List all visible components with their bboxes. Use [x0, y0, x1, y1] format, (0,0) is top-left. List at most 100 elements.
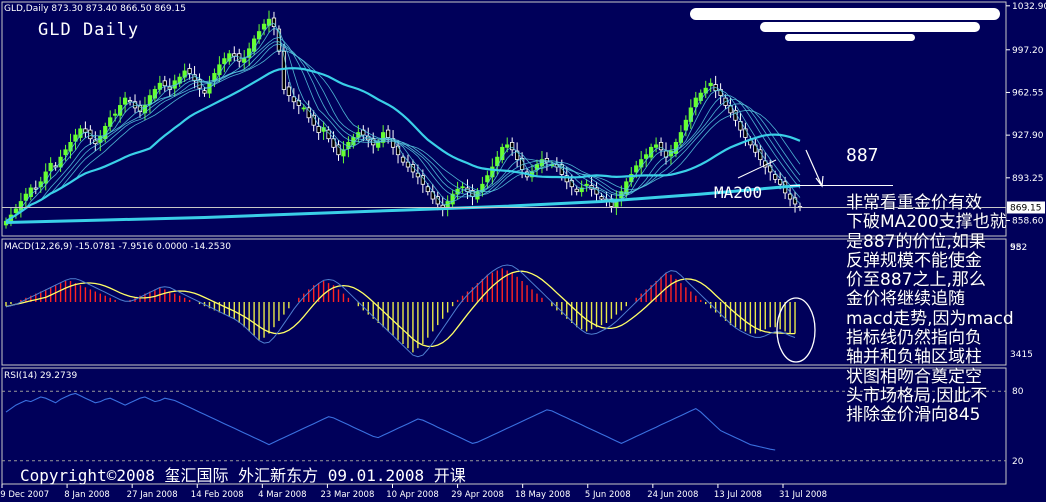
price-tick-label: 927.90 — [1012, 131, 1044, 141]
redaction-band-3 — [785, 34, 915, 41]
rsi-title: RSI(14) 29.2739 — [4, 371, 78, 381]
note-line: 非常看重金价有效 — [846, 193, 982, 213]
candle-body — [242, 58, 247, 63]
candle-body — [202, 90, 207, 94]
candle-body — [162, 80, 167, 87]
candle-body — [381, 132, 386, 143]
ma-ribbon — [5, 22, 801, 223]
candle-body — [792, 197, 798, 205]
candle-body — [281, 50, 287, 90]
candle-body — [73, 134, 78, 142]
candle-body — [505, 144, 510, 148]
x-tick-label: 29 Apr 2008 — [451, 490, 504, 500]
candle-body — [113, 113, 118, 116]
macd-signal-line — [5, 270, 795, 348]
ma-ribbon-line — [5, 27, 801, 222]
macd-line — [5, 264, 796, 358]
ma-ribbon-line — [5, 22, 801, 222]
chart-annotations — [737, 149, 893, 363]
x-tick-label: 23 Mar 2008 — [320, 490, 374, 500]
candle-body — [192, 74, 197, 82]
candle-body — [122, 97, 128, 105]
ma200-line-group — [2, 184, 1006, 224]
candle-body — [336, 144, 341, 156]
macd-circle — [776, 297, 816, 363]
x-tick-label: 8 Jan 2008 — [64, 490, 110, 500]
candle-body — [564, 175, 569, 183]
candle-body — [599, 196, 604, 200]
candle-body — [658, 141, 664, 151]
candle-body — [23, 193, 28, 201]
x-tick-label: 19 Dec 2007 — [0, 490, 49, 500]
note-line: 头市场格局,因此不 — [846, 385, 988, 406]
note-line: 反弹规模不能使金 — [846, 250, 982, 271]
ma-ribbon-line — [5, 43, 801, 222]
candle-body — [63, 149, 68, 156]
note-line: 排除金价滑向845 — [846, 405, 981, 426]
candle-body — [678, 132, 684, 143]
copyright-footer: Copyright©2008 玺汇国际 外汇新东方 09.01.2008 开课 — [20, 466, 466, 485]
level-887-label: 887 — [846, 145, 879, 166]
candle-body — [222, 58, 227, 64]
x-tick-label: 27 Jan 2008 — [127, 490, 178, 500]
note-line: 轴并和负轴区域柱 — [846, 347, 982, 368]
candle-body — [773, 174, 778, 180]
candle-body — [500, 146, 505, 161]
candle-body — [137, 105, 143, 113]
candle-body — [132, 101, 138, 109]
partial-price-tick: 95 — [1010, 243, 1021, 253]
note-line: macd走势,因为macd — [846, 308, 1014, 329]
panel-frames — [1, 1, 1007, 485]
candle-body — [78, 128, 83, 138]
note-line: 价至887之上,那么 — [846, 270, 986, 291]
x-tick-label: 24 Jun 2008 — [647, 490, 698, 500]
candle-body — [197, 79, 202, 89]
redaction-band-2 — [760, 22, 980, 32]
rsi-tick-label: 20 — [1012, 457, 1024, 467]
panel-frame — [1, 367, 1007, 485]
rsi-line-group — [2, 390, 1006, 462]
note-line: 指标线仍然指向负 — [846, 328, 982, 349]
x-tick-label: 18 May 2008 — [515, 490, 570, 500]
candle-body — [182, 70, 187, 78]
candle-body — [301, 107, 306, 110]
candle-body — [683, 119, 688, 131]
candle-body — [629, 174, 634, 183]
candle-body — [653, 144, 659, 148]
current-price-label: 869.15 — [1010, 203, 1042, 213]
candle-body — [753, 144, 758, 153]
candle-body — [743, 128, 748, 138]
note-line: 状图相吻合奠定空 — [846, 366, 982, 387]
candle-body — [187, 68, 192, 74]
x-tick-label: 5 Jun 2008 — [585, 490, 631, 500]
candle-body — [425, 186, 430, 193]
candle-body — [559, 164, 564, 175]
candle-body — [420, 175, 425, 185]
candle-body — [609, 198, 614, 207]
x-tick-label: 31 Jul 2008 — [779, 490, 827, 500]
candle-body — [693, 97, 698, 108]
ma200-pointer — [737, 159, 777, 179]
candle-body — [376, 141, 381, 148]
candle-body — [485, 175, 490, 183]
candle-body — [271, 17, 277, 28]
note-line: 金价将继续追随 — [846, 289, 965, 310]
candle-body — [778, 178, 783, 185]
note-line: 是887的价位,如果 — [846, 231, 986, 252]
candle-body — [460, 186, 465, 189]
ma30-line — [5, 67, 801, 223]
x-tick-label: 4 Mar 2008 — [258, 490, 306, 500]
candle-body — [341, 149, 346, 157]
candle-body — [48, 162, 53, 172]
candle-body — [400, 156, 406, 163]
candle-body — [728, 105, 733, 114]
candle-body — [167, 86, 172, 90]
candle-body — [405, 161, 411, 168]
price-tick-label: 893.25 — [1012, 174, 1044, 184]
candle-body — [316, 125, 321, 133]
note-line: 下破MA200支撑也就 — [846, 212, 1007, 233]
candle-body — [291, 96, 296, 103]
candle-body — [688, 107, 693, 122]
candle-body — [13, 208, 19, 213]
